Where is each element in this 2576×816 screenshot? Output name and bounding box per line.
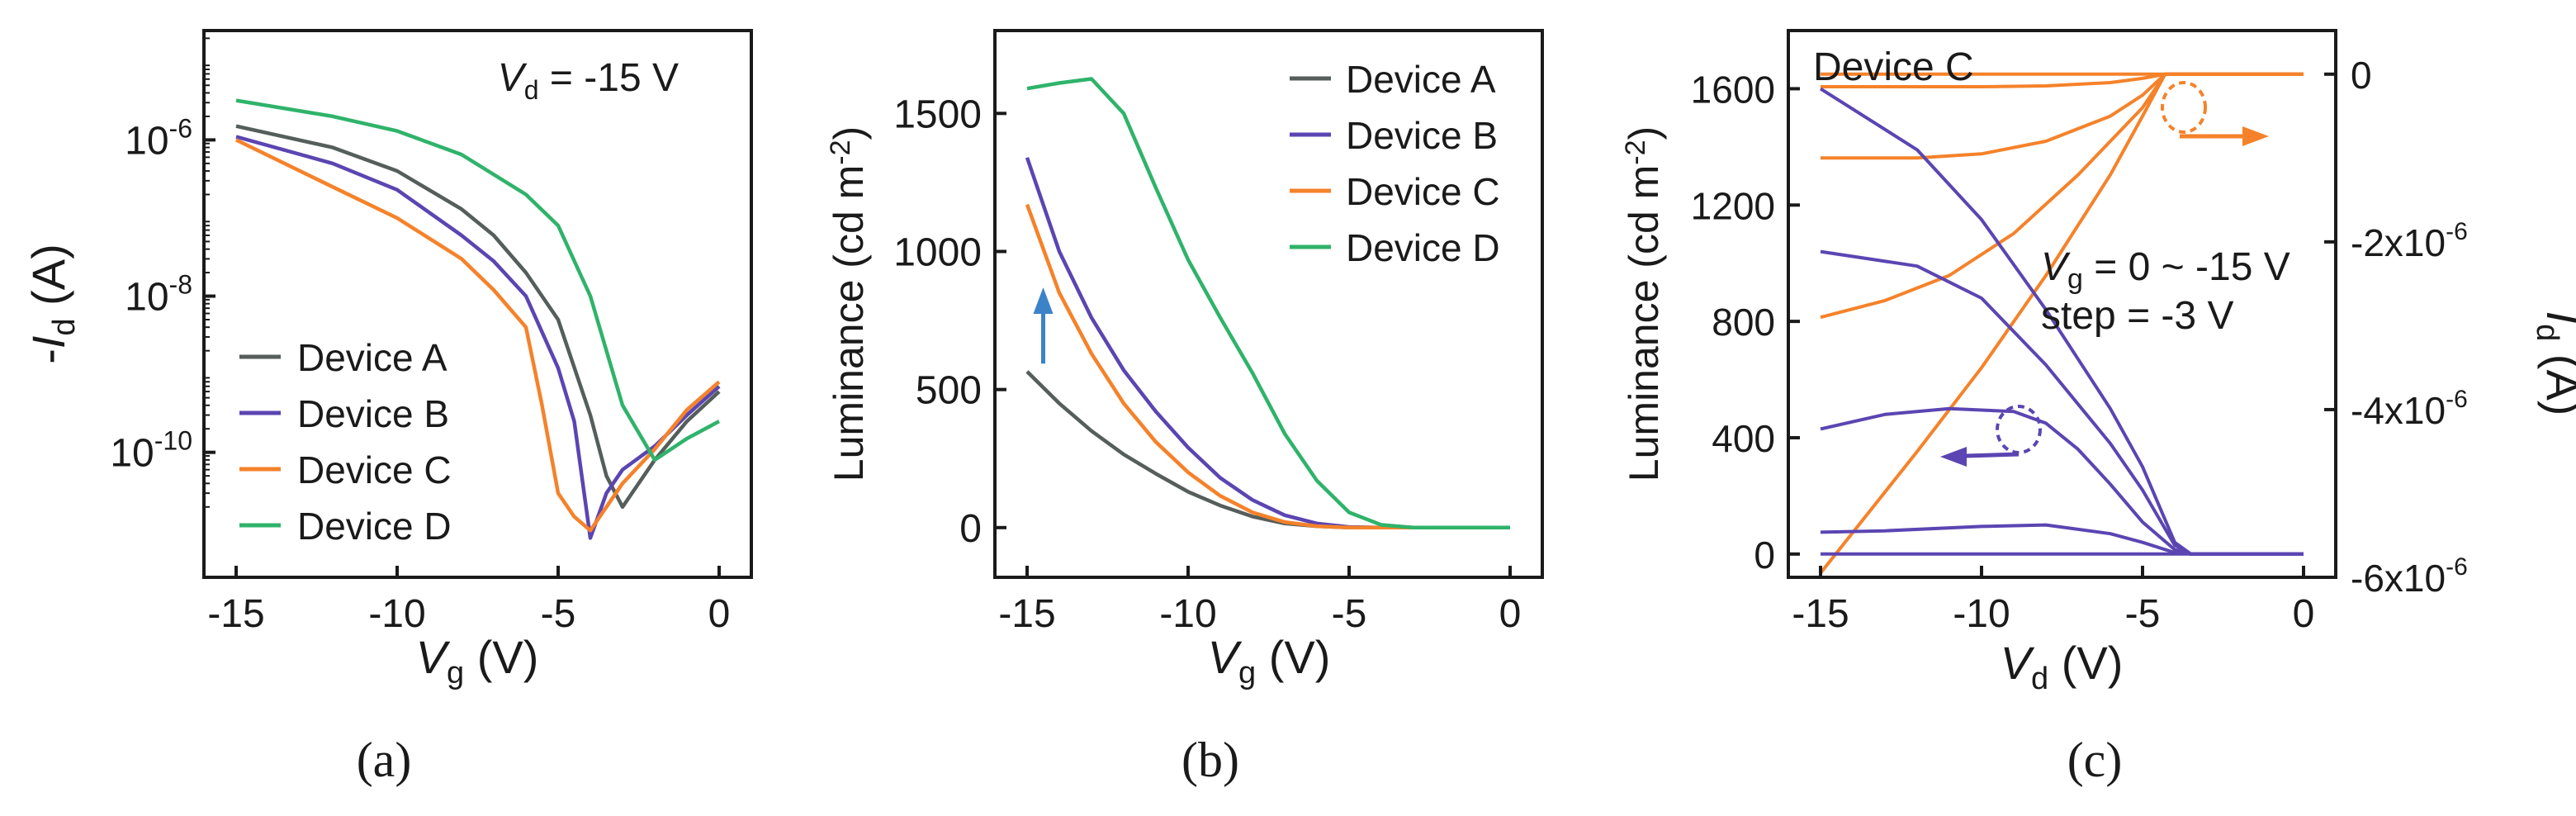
panel-c-xlabel: Vd (V) <box>2001 637 2124 696</box>
panel-a-xtick-label: -10 <box>368 592 425 636</box>
panel-b-ylabel: Luminance (cd m-2) <box>825 126 872 482</box>
panel-a-caption: (a) <box>357 733 412 787</box>
legend-a-label-device-b: Device B <box>297 392 449 435</box>
panel-c-annotation-vg: Vg = 0 ~ -15 V <box>2041 245 2290 295</box>
panel-a-xtick-label: -15 <box>207 592 264 636</box>
panel-b-xtick-label: -5 <box>1332 592 1367 636</box>
panel-c-xtick-label: 0 <box>2293 592 2315 636</box>
legend-b-label-device-a: Device A <box>1346 58 1496 101</box>
panel-b-ytick-label: 1500 <box>893 93 982 136</box>
panel-a-ytick-label: 10-8 <box>125 270 192 320</box>
panel-c-y2tick-label: -6x10-6 <box>2351 553 2468 600</box>
panel-b-xtick-label: 0 <box>1499 592 1522 636</box>
panel-c-y2label: Id (A) <box>2530 311 2576 416</box>
panel-a-curves <box>235 98 721 540</box>
series-line-device-b <box>1025 157 1510 530</box>
legend-a-label-device-d: Device D <box>297 505 452 548</box>
panel-b: -15 -10 -5 0 0 500 1000 1500 Device A Device B … <box>825 29 1544 787</box>
panel-a-legend: Device A Device B Device C Device D <box>239 336 452 548</box>
legend-b-label-device-c: Device C <box>1346 170 1500 213</box>
panel-c-caption: (c) <box>2067 733 2123 787</box>
panel-c: -15 -10 -5 0 0 400 800 1200 1600 0 -2x10-6 -4x10-6 -… <box>1620 29 2576 787</box>
up-arrow-head-icon <box>1033 287 1054 314</box>
panel-b-up-arrow-icon <box>1033 287 1054 364</box>
panel-c-ytick-label: 1600 <box>1691 68 1775 111</box>
panel-c-ytick-label: 1200 <box>1691 184 1775 227</box>
panel-c-ytick-label: 0 <box>1754 534 1775 576</box>
panel-c-y2tick-label: -2x10-6 <box>2351 218 2468 264</box>
panel-c-ytick-label: 800 <box>1712 301 1775 344</box>
left-arrow-icon <box>1964 452 2020 458</box>
legend-b-label-device-b: Device B <box>1346 114 1498 157</box>
left-arrow-head-icon <box>1940 447 1967 467</box>
panel-c-annotation-step: step = -3 V <box>2041 294 2233 338</box>
panel-c-xtick-label: -15 <box>1792 592 1849 636</box>
legend-a-label-device-c: Device C <box>297 448 452 491</box>
luminance-axis-circle-icon <box>1996 405 2042 454</box>
series-line-device-d <box>1026 77 1510 530</box>
panel-c-y2tick-label: 0 <box>2351 54 2372 97</box>
panel-c-ytick-label: 400 <box>1712 417 1775 460</box>
panel-b-legend: Device A Device B Device C Device D <box>1290 58 1500 269</box>
panel-a-xtick-label: 0 <box>708 592 731 636</box>
panel-b-ticks: -15 -10 -5 0 0 500 1000 1500 <box>893 93 1521 636</box>
series-line-device-a <box>1025 370 1510 530</box>
panel-b-ytick-label: 1000 <box>893 230 982 274</box>
panel-b-curves <box>1025 77 1510 530</box>
panel-a-xlabel: Vg (V) <box>416 631 539 690</box>
panel-c-ylabel: Luminance (cd m-2) <box>1620 126 1667 482</box>
panel-c-frame <box>1787 29 2337 579</box>
series-line-device-c <box>235 138 721 533</box>
panel-c-title: Device C <box>1813 45 1974 89</box>
panel-b-xtick-label: -15 <box>998 592 1055 636</box>
panel-a-frame <box>202 29 753 579</box>
panel-c-xtick-label: -10 <box>1953 592 2010 636</box>
panel-a-ylabel: -Id (A) <box>22 244 82 364</box>
panel-c-xtick-label: -5 <box>2125 592 2161 636</box>
panel-c-ticks: -15 -10 -5 0 0 400 800 1200 1600 0 -2x10-6 -4x10-6 -… <box>1691 54 2468 636</box>
luminance-curve-3 <box>1820 523 2304 556</box>
panel-a-ytick-label: 10-10 <box>110 426 192 476</box>
legend-a-label-device-a: Device A <box>297 336 447 379</box>
series-line-device-d <box>235 98 721 463</box>
panel-b-xlabel: Vg (V) <box>1208 631 1331 690</box>
panel-b-xtick-label: -10 <box>1159 592 1216 636</box>
panel-a: -15 -10 -5 0 10-6 10-8 10-10 Vd = -15 V Device… <box>22 29 753 787</box>
panel-b-caption: (b) <box>1181 733 1239 787</box>
panel-a-ticks: -15 -10 -5 0 10-6 10-8 10-10 <box>110 37 731 636</box>
panel-c-curves <box>1819 72 2304 575</box>
current-axis-circle-icon <box>2161 81 2207 134</box>
panel-c-y2tick-label: -4x10-6 <box>2351 386 2468 432</box>
panel-a-annotation: Vd = -15 V <box>498 56 679 105</box>
legend-b-label-device-d: Device D <box>1346 226 1500 269</box>
panel-b-ytick-label: 500 <box>916 369 982 413</box>
panel-b-ytick-label: 0 <box>959 507 982 551</box>
panel-a-xtick-label: -5 <box>541 592 576 636</box>
panel-a-ytick-label: 10-6 <box>125 113 192 163</box>
panel-b-frame <box>993 29 1544 579</box>
right-arrow-head-icon <box>2242 126 2269 146</box>
